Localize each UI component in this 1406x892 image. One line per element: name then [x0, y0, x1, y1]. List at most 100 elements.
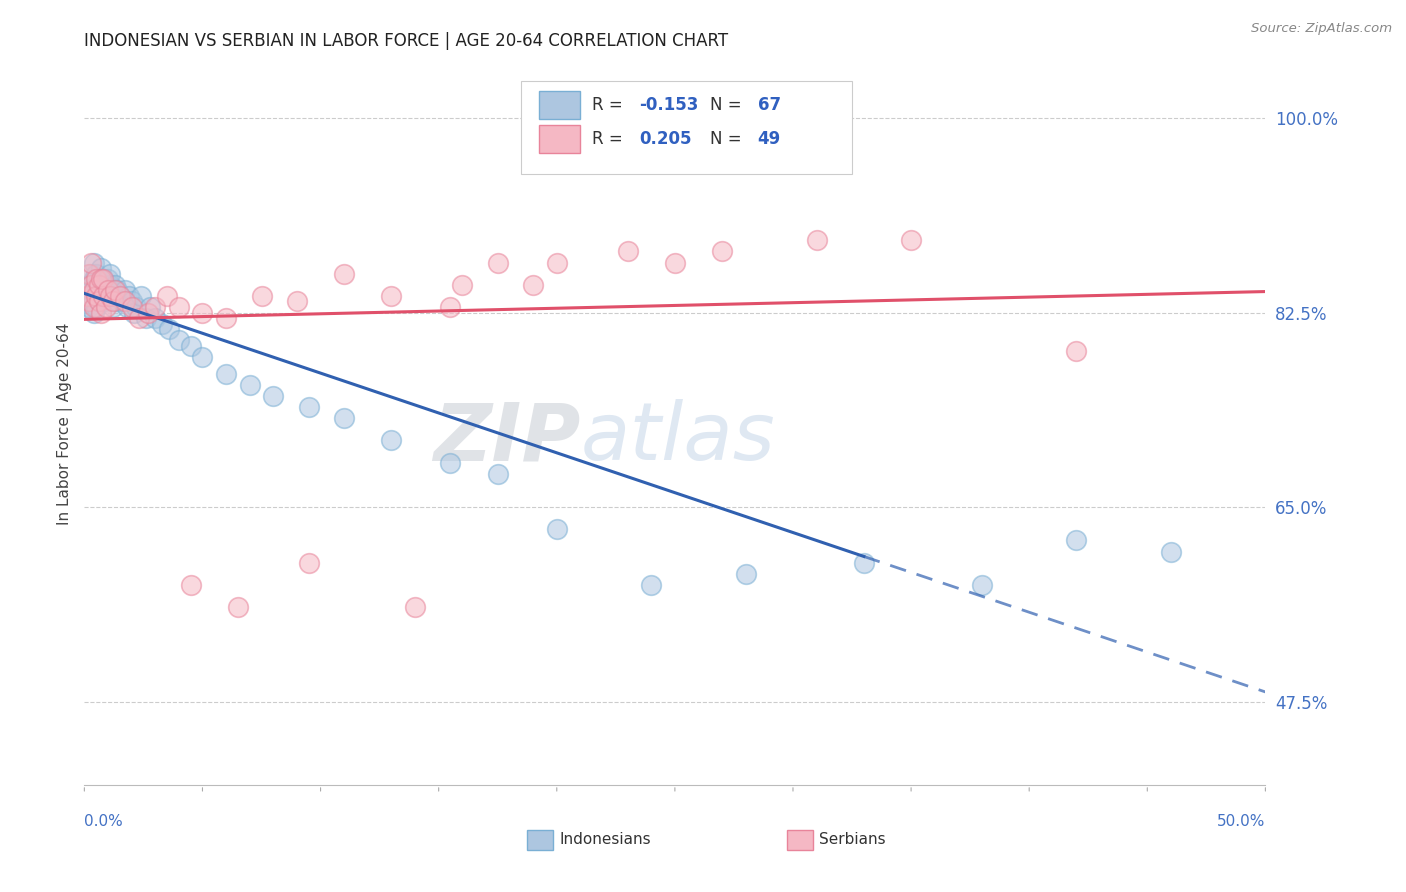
Point: [546, 255, 568, 269]
Point: [84, 289, 107, 303]
FancyBboxPatch shape: [787, 830, 813, 850]
Point: [84, 277, 107, 292]
Point: [546, 522, 568, 536]
Point: [94, 300, 117, 314]
Text: R =: R =: [592, 96, 628, 114]
Point: [104, 277, 127, 292]
Point: [84, 267, 107, 281]
Point: [90, 277, 112, 292]
Point: [83, 305, 105, 319]
Point: [150, 317, 173, 331]
Point: [80, 283, 103, 297]
Point: [97, 272, 120, 286]
Point: [215, 311, 238, 326]
Point: [107, 294, 129, 309]
Point: [115, 300, 138, 314]
Text: Serbians: Serbians: [818, 831, 886, 847]
Point: [77, 277, 100, 292]
Text: R =: R =: [592, 130, 628, 148]
Point: [439, 456, 461, 470]
Point: [80, 294, 103, 309]
Point: [250, 289, 273, 303]
Point: [167, 334, 190, 348]
Text: -0.153: -0.153: [640, 96, 699, 114]
Point: [136, 305, 159, 319]
Point: [139, 300, 162, 314]
Point: [98, 267, 121, 281]
Point: [640, 578, 662, 592]
Point: [98, 277, 121, 292]
Point: [104, 283, 127, 297]
Point: [107, 283, 129, 297]
Point: [97, 283, 120, 297]
Point: [98, 289, 121, 303]
Point: [157, 322, 180, 336]
Text: ZIP: ZIP: [433, 399, 581, 477]
Point: [111, 294, 134, 309]
Point: [90, 261, 112, 276]
Point: [333, 267, 356, 281]
Text: 0.205: 0.205: [640, 130, 692, 148]
Point: [239, 377, 262, 392]
Point: [77, 267, 100, 281]
Point: [91, 272, 114, 286]
Point: [451, 277, 474, 292]
Text: 67: 67: [758, 96, 780, 114]
Point: [101, 289, 124, 303]
Point: [128, 311, 150, 326]
Point: [380, 289, 402, 303]
Point: [333, 411, 356, 425]
Text: atlas: atlas: [581, 399, 775, 477]
Point: [87, 283, 110, 297]
Point: [806, 233, 828, 247]
Text: INDONESIAN VS SERBIAN IN LABOR FORCE | AGE 20-64 CORRELATION CHART: INDONESIAN VS SERBIAN IN LABOR FORCE | A…: [84, 32, 728, 50]
Point: [97, 283, 120, 297]
Point: [83, 283, 105, 297]
Point: [108, 289, 131, 303]
Point: [970, 578, 993, 592]
Text: N =: N =: [710, 130, 747, 148]
Y-axis label: In Labor Force | Age 20-64: In Labor Force | Age 20-64: [58, 323, 73, 524]
Point: [91, 283, 114, 297]
Point: [404, 600, 426, 615]
Point: [76, 289, 98, 303]
Point: [180, 339, 202, 353]
Point: [94, 277, 117, 292]
Point: [84, 300, 107, 314]
FancyBboxPatch shape: [527, 830, 553, 850]
Point: [84, 289, 107, 303]
Point: [285, 294, 308, 309]
Point: [94, 289, 117, 303]
Point: [91, 294, 114, 309]
Text: 50.0%: 50.0%: [1218, 814, 1265, 829]
Point: [1160, 544, 1182, 558]
Point: [143, 311, 166, 326]
Point: [215, 367, 238, 381]
Point: [180, 578, 202, 592]
Point: [77, 294, 100, 309]
Point: [143, 300, 166, 314]
Point: [711, 244, 734, 259]
Point: [1066, 533, 1088, 548]
Point: [486, 467, 509, 481]
Point: [156, 289, 179, 303]
Point: [486, 255, 509, 269]
Point: [90, 289, 112, 303]
Point: [121, 294, 143, 309]
Point: [97, 294, 120, 309]
Point: [91, 289, 114, 303]
Point: [83, 272, 105, 286]
Point: [77, 300, 100, 314]
Point: [191, 305, 214, 319]
Point: [734, 566, 756, 581]
FancyBboxPatch shape: [538, 91, 581, 119]
Point: [298, 400, 321, 414]
Point: [83, 300, 105, 314]
Point: [1066, 344, 1088, 359]
Point: [87, 294, 110, 309]
Point: [852, 556, 875, 570]
Point: [104, 283, 127, 297]
Point: [616, 244, 638, 259]
Point: [80, 255, 103, 269]
Point: [522, 277, 544, 292]
